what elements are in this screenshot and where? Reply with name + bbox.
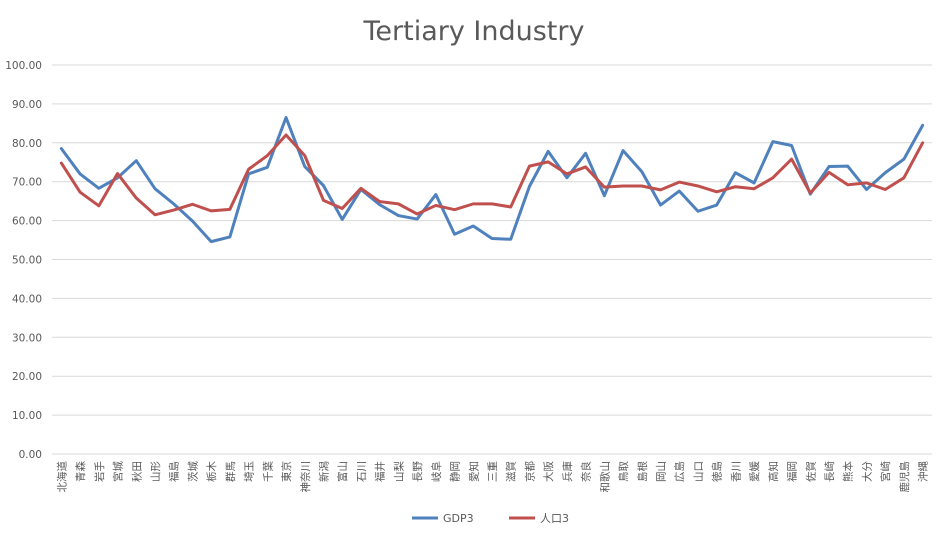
y-tick-label: 60.00 (12, 216, 42, 228)
y-tick-label: 10.00 (12, 410, 42, 422)
y-axis-tick-labels: 0.00 10.00 20.00 30.00 40.00 50.00 60.00 70.00 8… (5, 60, 42, 461)
x-tick-label: 宮城 (112, 461, 125, 482)
x-tick-label: 愛知 (467, 461, 480, 482)
legend-label-1: GDP3 (443, 512, 474, 525)
x-tick-label: 岐阜 (430, 461, 443, 482)
x-tick-label: 島根 (636, 461, 649, 482)
y-tick-label: 50.00 (12, 255, 42, 267)
series-line-2 (59, 133, 925, 217)
x-tick-label: 和歌山 (598, 461, 611, 493)
chart-title: Tertiary Industry (363, 16, 585, 47)
x-tick-label: 福井 (374, 461, 387, 482)
x-tick-label: 神奈川 (299, 461, 312, 493)
x-tick-label: 宮崎 (879, 461, 892, 482)
y-tick-label: 80.00 (12, 138, 42, 150)
x-tick-label: 鳥取 (617, 461, 630, 482)
x-tick-label: 岡山 (656, 461, 668, 482)
y-tick-label: 20.00 (12, 371, 42, 383)
x-tick-label: 沖縄 (917, 461, 930, 482)
x-tick-label: 栃木 (205, 461, 218, 482)
x-tick-label: 茨城 (186, 461, 199, 482)
x-tick-label: 福岡 (786, 461, 799, 482)
x-tick-label: 愛媛 (748, 461, 761, 482)
x-tick-label: 滋賀 (505, 461, 518, 482)
x-tick-label: 佐賀 (804, 461, 817, 482)
legend: GDP3 人口3 (412, 512, 569, 525)
x-tick-label: 山口 (693, 461, 705, 482)
x-tick-label: 鹿児島 (898, 461, 911, 493)
series-lines (59, 116, 925, 244)
x-tick-label: 長野 (412, 461, 424, 482)
gridlines (52, 64, 932, 455)
x-tick-label: 新潟 (317, 461, 330, 482)
x-tick-label: 兵庫 (561, 461, 574, 482)
x-tick-label: 埼玉 (243, 461, 256, 482)
y-tick-label: 0.00 (19, 449, 42, 461)
x-tick-label: 山梨 (392, 461, 405, 482)
x-tick-label: 石川 (356, 461, 368, 482)
y-tick-label: 30.00 (12, 332, 42, 344)
x-tick-label: 群馬 (224, 461, 237, 482)
x-tick-label: 広島 (673, 461, 686, 482)
y-tick-label: 100.00 (5, 60, 42, 72)
x-tick-label: 山形 (150, 461, 162, 482)
x-tick-label: 千葉 (261, 461, 274, 482)
x-axis-tick-labels: 北海道 青森 岩手 宮城 秋田 山形 福島 茨城 栃木 群馬 埼玉 千葉 東京 神奈川 新潟 富山 石川 福井 山梨… (55, 461, 929, 493)
x-tick-label: 富山 (336, 461, 349, 482)
x-tick-label: 熊本 (842, 461, 855, 482)
x-tick-label: 高知 (767, 461, 780, 482)
x-tick-label: 京都 (523, 461, 536, 482)
x-tick-label: 福島 (168, 461, 181, 482)
series-line-1 (59, 116, 925, 244)
x-tick-label: 北海道 (55, 461, 68, 493)
x-tick-label: 秋田 (130, 461, 143, 482)
y-tick-label: 90.00 (12, 99, 42, 111)
y-tick-label: 70.00 (12, 177, 42, 189)
x-tick-label: 三重 (486, 461, 499, 482)
x-tick-label: 東京 (280, 461, 293, 482)
x-tick-label: 大分 (860, 461, 873, 482)
x-tick-label: 岩手 (93, 461, 106, 482)
x-tick-label: 奈良 (580, 461, 593, 482)
x-tick-label: 静岡 (449, 461, 462, 482)
x-tick-label: 大阪 (542, 461, 555, 482)
x-tick-label: 長崎 (823, 461, 836, 482)
x-tick-label: 香川 (730, 461, 742, 482)
y-tick-label: 40.00 (12, 293, 42, 305)
x-tick-label: 徳島 (711, 461, 724, 482)
legend-label-2: 人口3 (540, 512, 569, 525)
x-tick-label: 青森 (74, 461, 87, 482)
